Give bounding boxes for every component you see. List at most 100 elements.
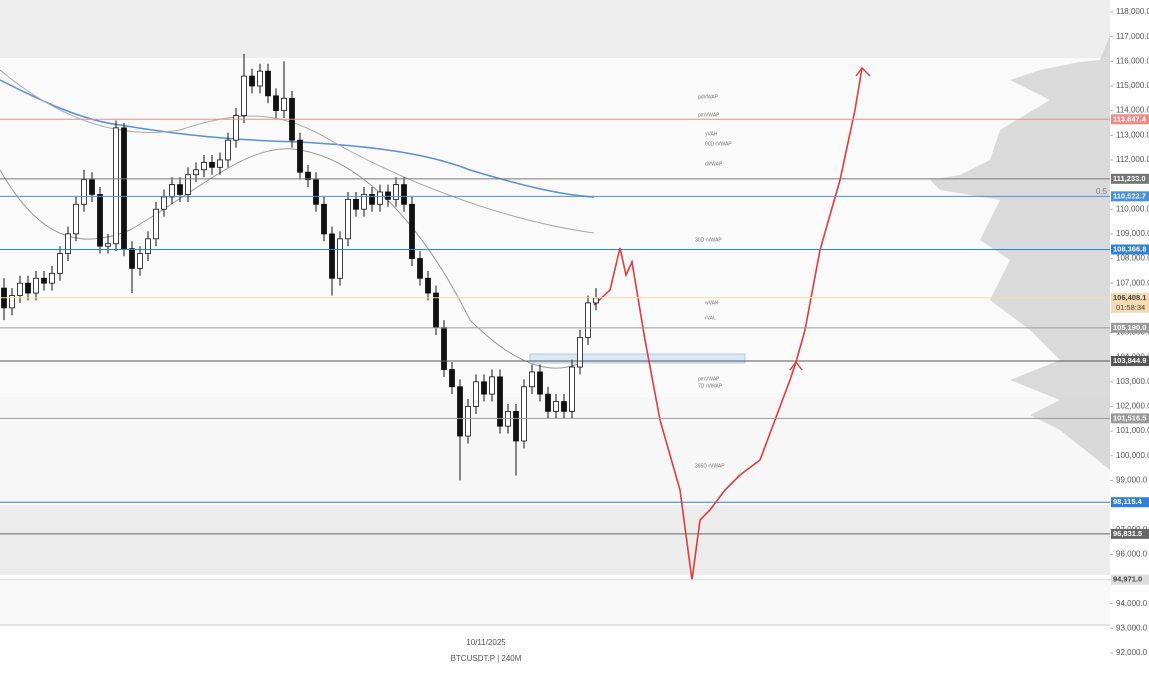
y-tick-label: 100,000.0 (1116, 451, 1149, 460)
level-tag (1111, 191, 1149, 202)
annotation: 7D rVWAP (698, 383, 723, 389)
candle-body (305, 171, 311, 181)
candle-body (161, 196, 167, 210)
level-label: 110,522.7 (1113, 191, 1146, 200)
y-tick-label: 107,000.0 (1116, 278, 1149, 287)
candle-body (489, 376, 495, 395)
y-tick-label: 103,000.0 (1116, 377, 1149, 386)
candle-body (33, 277, 39, 294)
shade-zone (0, 580, 1110, 625)
candle-body (425, 277, 431, 294)
zone-box (529, 353, 746, 364)
candle-body (41, 277, 47, 284)
candle-body (81, 179, 87, 205)
candle-body (345, 198, 351, 240)
candle-body (25, 282, 31, 294)
annotation: 90D rVWAP (705, 141, 732, 147)
level-tag (1111, 173, 1149, 184)
annotation: 0.5 (1096, 187, 1108, 196)
candle-body (441, 327, 447, 370)
annotation: 30D rVWAP (695, 237, 722, 243)
candle-body (137, 253, 143, 269)
y-tick-label: 117,000.0 (1116, 32, 1149, 41)
candle-body (521, 386, 527, 442)
candle-body (473, 381, 479, 407)
candle-body (265, 70, 271, 97)
candle-body (73, 203, 79, 235)
candle-body (457, 386, 463, 437)
candle-body (105, 243, 111, 247)
candle-body (569, 366, 575, 412)
candle-body (401, 184, 407, 205)
level-label: 94,971.0 (1113, 575, 1142, 584)
candle-body (553, 401, 559, 412)
level-tag (1111, 244, 1149, 255)
y-tick-label: 93,000.0 (1116, 623, 1148, 632)
candle-body (153, 208, 159, 240)
annotation: pdVWAP (698, 94, 719, 100)
candle-body (393, 184, 399, 200)
y-tick-label: 116,000.0 (1116, 56, 1149, 65)
y-tick-label: 94,000.0 (1116, 599, 1148, 608)
candle-body (225, 139, 231, 161)
candle-body (561, 401, 567, 412)
date-label: 10/11/2025 (466, 638, 506, 647)
y-tick-label: 108,000.0 (1116, 254, 1149, 263)
candle-body (121, 127, 127, 250)
y-tick-label: 102,000.0 (1116, 402, 1149, 411)
level-label: 103,844.9 (1113, 356, 1146, 365)
candle-body (217, 159, 223, 168)
y-tick-label: 92,000.0 (1116, 648, 1148, 657)
candle-body (209, 161, 215, 168)
y-tick-label: 114,000.0 (1116, 106, 1149, 115)
candle-body (361, 194, 367, 210)
candle-body (313, 179, 319, 205)
countdown: 01:58:34 (1116, 303, 1145, 312)
candle-body (129, 248, 135, 269)
annotation: dVWAP (705, 161, 723, 167)
candle-body (89, 179, 95, 195)
candle-body (57, 253, 63, 274)
level-tag (1111, 574, 1149, 585)
drawn-path (593, 67, 863, 581)
candle-body (297, 139, 303, 173)
candle-body (337, 238, 343, 279)
candle-body (513, 410, 519, 442)
y-tick-label: 115,000.0 (1116, 81, 1149, 90)
candle-body (257, 70, 263, 87)
shade-zone (0, 58, 1110, 397)
countdown-tag (1111, 302, 1149, 313)
candle-body (201, 161, 207, 171)
level-label: 105,190.0 (1113, 323, 1146, 332)
moving-average (0, 69, 595, 234)
annotation: pmVWAP (698, 112, 720, 118)
y-tick-label: 112,000.0 (1116, 155, 1149, 164)
candle-body (593, 297, 599, 304)
level-label: 106,408.1 (1113, 293, 1146, 302)
candle-body (233, 115, 239, 141)
level-tag (1111, 497, 1149, 508)
level-tag (1111, 114, 1149, 125)
level-label: 96,831.5 (1113, 529, 1142, 538)
candle-body (249, 75, 255, 87)
candle-body (449, 369, 455, 388)
annotation: pmVWAP (698, 376, 720, 382)
candle-body (497, 376, 503, 427)
y-tick-label: 118,000.0 (1116, 7, 1149, 16)
candle-body (329, 233, 335, 279)
y-tick-label: 113,000.0 (1116, 130, 1149, 139)
level-label: 113,647.4 (1113, 114, 1147, 123)
level-label: 101,516.5 (1113, 413, 1146, 422)
candle-body (377, 191, 383, 205)
candle-body (9, 295, 15, 309)
shade-zone (0, 0, 1110, 58)
candle-body (241, 75, 247, 116)
candle-body (385, 191, 391, 200)
candle-body (481, 381, 487, 395)
shade-zone (0, 397, 1110, 503)
level-tag (1111, 355, 1149, 366)
candle-body (113, 127, 119, 245)
candle-body (185, 174, 191, 195)
candle-body (193, 169, 199, 176)
